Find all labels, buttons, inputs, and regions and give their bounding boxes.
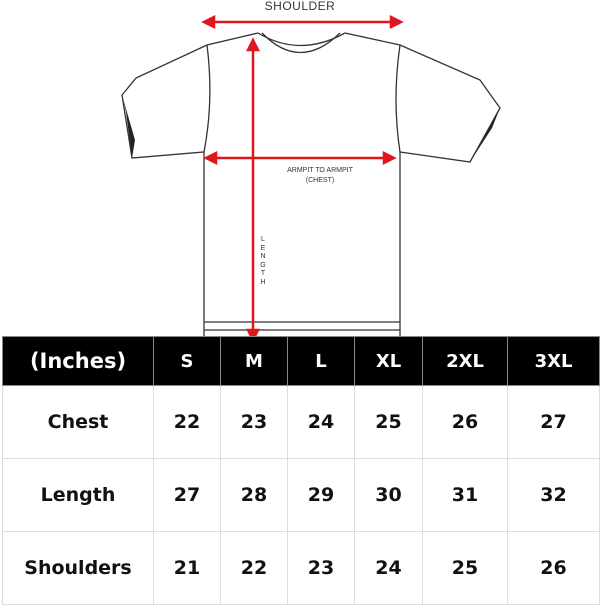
table-cell: 29 (287, 458, 355, 532)
table-cell: 21 (153, 531, 221, 605)
size-header: L (287, 336, 355, 386)
size-header: 3XL (507, 336, 600, 386)
row-label: Shoulders (2, 531, 154, 605)
row-label: Length (2, 458, 154, 532)
table-cell: 27 (507, 385, 600, 459)
table-row: Shoulders 21 22 23 24 25 26 (2, 531, 600, 605)
chest-label-line1: ARMPIT TO ARMPIT (287, 167, 353, 174)
table-cell: 27 (153, 458, 221, 532)
unit-header: (Inches) (2, 336, 154, 386)
size-header: 2XL (422, 336, 508, 386)
tshirt-diagram (121, 14, 501, 340)
size-header: S (153, 336, 221, 386)
shoulder-label: SHOULDER (264, 0, 336, 13)
header-row: (Inches) S M L XL 2XL 3XL (2, 336, 600, 386)
length-label: LENGTH (260, 236, 266, 286)
row-label: Chest (2, 385, 154, 459)
table-cell: 28 (220, 458, 288, 532)
table-cell: 26 (422, 385, 508, 459)
table-cell: 26 (507, 531, 600, 605)
shirt-outline (121, 32, 501, 331)
table-cell: 32 (507, 458, 600, 532)
table-cell: 24 (354, 531, 423, 605)
table-cell: 22 (153, 385, 221, 459)
size-header: M (220, 336, 288, 386)
table-row: Length 27 28 29 30 31 32 (2, 458, 600, 532)
size-header: XL (354, 336, 423, 386)
table-cell: 24 (287, 385, 355, 459)
size-chart-table: (Inches) S M L XL 2XL 3XL Chest 22 23 24 25 2… (2, 336, 600, 605)
table-cell: 23 (287, 531, 355, 605)
chest-label-line2: (CHEST) (305, 177, 335, 184)
table-cell: 25 (422, 531, 508, 605)
table-cell: 31 (422, 458, 508, 532)
table-cell: 30 (354, 458, 423, 532)
table-cell: 23 (220, 385, 288, 459)
chest-label: ARMPIT TO ARMPIT (CHEST) (255, 166, 385, 186)
table-cell: 25 (354, 385, 423, 459)
table-row: Chest 22 23 24 25 26 27 (2, 385, 600, 459)
table-cell: 22 (220, 531, 288, 605)
